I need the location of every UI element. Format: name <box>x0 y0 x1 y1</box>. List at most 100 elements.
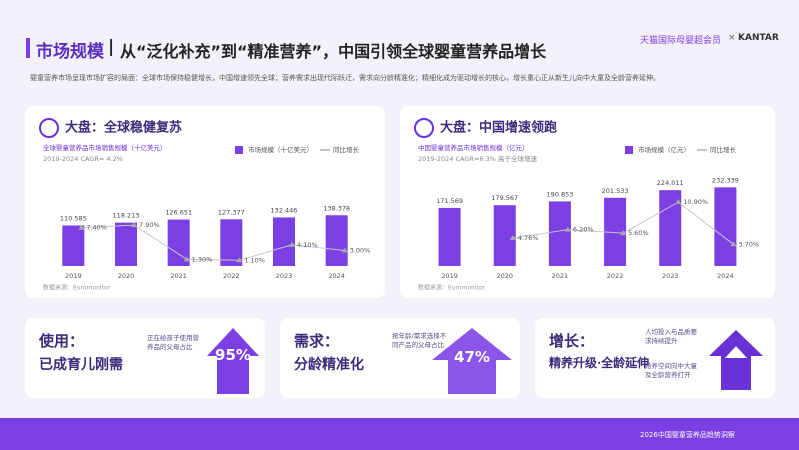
growth-marker <box>675 199 682 205</box>
x-tick-label: 2020 <box>118 272 135 280</box>
growth-marker <box>730 241 737 247</box>
bar <box>438 207 461 266</box>
growth-label: 6.20% <box>573 226 594 234</box>
growth-label: 3.70% <box>738 240 759 248</box>
chart-title: 全球婴童营养品市场销售规模（十亿美元） <box>43 143 167 152</box>
growth-marker <box>620 230 627 236</box>
card-stat: 47% <box>454 348 490 366</box>
x-tick-label: 2022 <box>223 272 240 280</box>
bar <box>115 222 137 266</box>
bar <box>548 201 571 266</box>
card-label: 需求： <box>294 332 340 350</box>
card-label: 使用： <box>39 332 85 350</box>
growth-marker <box>131 222 137 228</box>
growth-icon <box>709 330 763 390</box>
cross: × <box>728 33 736 43</box>
heading-icon <box>414 118 434 138</box>
source: 数据来源：Euromonitor <box>43 284 111 292</box>
x-tick-label: 2022 <box>607 272 624 280</box>
bar-label: 132.446 <box>271 206 298 214</box>
growth-marker <box>341 247 348 253</box>
card-title: 精养升级·全龄延伸 <box>549 356 650 370</box>
legend-swatch <box>235 146 243 154</box>
chart-heading: 大盘：中国增速领跑 <box>440 120 557 136</box>
arrow <box>432 328 512 394</box>
card-title: 已成育儿刚需 <box>39 357 123 373</box>
bar-label: 232.339 <box>712 176 739 184</box>
growth-label: 4.76% <box>518 234 539 242</box>
bar-label: 224.011 <box>657 179 684 187</box>
card-note: 给养空间向中大童及全龄营养打开 <box>645 362 697 379</box>
bar-label: 110.585 <box>60 214 87 222</box>
legend-label: 同比增长 <box>710 145 737 154</box>
bar <box>325 215 348 266</box>
card-title: 分龄精准化 <box>294 357 364 373</box>
growth-marker <box>509 235 516 241</box>
card-label: 增长： <box>549 332 595 350</box>
legend-swatch <box>625 146 633 154</box>
bar <box>714 187 737 266</box>
partner: KANTAR <box>738 33 779 43</box>
x-tick-label: 2019 <box>441 272 458 280</box>
bar <box>604 197 627 266</box>
card-stat: 95% <box>215 346 251 364</box>
footer-band <box>0 418 799 450</box>
bar <box>493 205 516 266</box>
growth-label: 7.40% <box>86 224 107 232</box>
bar-label: 127.377 <box>218 208 245 216</box>
bar-label: 118.213 <box>113 212 140 220</box>
source: 数据来源：Euromonitor <box>418 284 486 292</box>
bar <box>273 217 295 266</box>
chart-heading: 大盘：全球稳健复苏 <box>65 120 182 136</box>
growth-label: 1.30% <box>192 255 213 263</box>
growth-marker <box>78 224 85 230</box>
card-note: 按年龄/需求选择不同产品的父母占比 <box>392 332 447 349</box>
growth-label: 10.90% <box>683 198 708 206</box>
arrow <box>207 328 259 394</box>
bar <box>62 225 85 266</box>
intro: 婴童营养市场呈现市场扩容的局面：全球市场保持稳健增长，中国增速领先全球；营养需求… <box>30 74 660 82</box>
header-tag: 市场规模 <box>36 42 104 62</box>
chart-title: 中国婴童营养品市场销售规模（亿元） <box>418 143 529 152</box>
heading-icon <box>39 118 59 138</box>
legend-label: 市场规模（亿元） <box>638 145 690 154</box>
stat-card: 使用： 已成育儿刚需 正在给孩子使用营养品的父母占比 95% <box>25 318 265 398</box>
growth-marker <box>183 256 190 262</box>
x-tick-label: 2021 <box>170 272 187 280</box>
growth-line <box>81 224 345 261</box>
x-tick-label: 2020 <box>496 272 513 280</box>
growth-label: 3.00% <box>350 246 371 254</box>
bar-label: 179.567 <box>491 194 518 202</box>
x-tick-label: 2023 <box>276 272 293 280</box>
stat-card: 需求： 分龄精准化 按年龄/需求选择不同产品的父母占比 47% <box>280 318 520 398</box>
accent-bar <box>26 38 30 58</box>
x-tick-label: 2019 <box>65 272 82 280</box>
x-tick-label: 2021 <box>552 272 569 280</box>
card-note: 人均投入与品质要求持续提升 <box>645 328 697 345</box>
x-tick-label: 2024 <box>717 272 734 280</box>
growth-label: 5.60% <box>628 229 649 237</box>
x-tick-label: 2023 <box>662 272 679 280</box>
growth-label: 7.90% <box>139 221 160 229</box>
bar-label: 201.533 <box>602 187 629 195</box>
header-title: 从“泛化补充”到“精准营养”，中国引领全球婴童营养品增长 <box>120 42 547 61</box>
growth-marker <box>289 241 295 247</box>
bar <box>167 219 190 266</box>
bar-label: 126.651 <box>165 209 192 217</box>
chart-subtitle: 2019-2024 CAGR≈6.3% 高于全球增速 <box>418 154 537 163</box>
brand: 天猫国际母婴超会员 <box>640 36 722 46</box>
growth-label: 4.10% <box>297 241 318 249</box>
chart-subtitle: 2019-2024 CAGR≈ 4.2% <box>43 155 123 163</box>
bar-label: 190.853 <box>546 190 573 198</box>
bar-label: 138.378 <box>323 204 350 212</box>
x-tick-label: 2024 <box>328 272 345 280</box>
footer: 2026中国婴童营养品趋势洞察 <box>640 431 735 439</box>
legend-label: 同比增长 <box>333 145 360 154</box>
bar-label: 171.569 <box>436 197 463 205</box>
card-note: 正在给孩子使用营养品的父母占比 <box>147 334 199 351</box>
chart-panel: 大盘：全球稳健复苏全球婴童营养品市场销售规模（十亿美元） 2019-2024 CA… <box>25 106 385 298</box>
chart-panel: 大盘：中国增速领跑中国婴童营养品市场销售规模（亿元） 2019-2024 CAGR… <box>400 106 775 298</box>
